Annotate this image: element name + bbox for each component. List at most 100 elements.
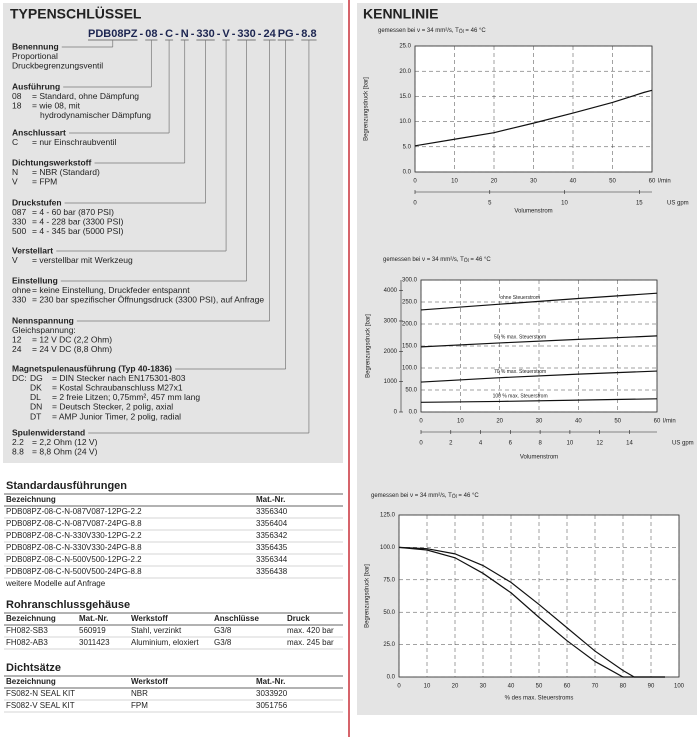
y-tick-label: 250.0: [402, 300, 418, 306]
series-label: 50 % max. Steuerstrom: [494, 334, 546, 340]
section-heading: Benennung: [12, 41, 59, 51]
section-row-text: 330: [12, 216, 26, 226]
section-row-text: = 12 V DC (2,2 Ohm): [32, 334, 112, 344]
table-cell: 560919: [79, 626, 106, 635]
y2-tick-label: 2000: [384, 349, 398, 355]
x-tick-label: 20: [496, 419, 503, 425]
section-heading: Anschlussart: [12, 127, 66, 137]
caption-part: = 46 °C: [457, 493, 480, 499]
chart-caption: gemessen bei ν = 34 mm²/s, TÖl = 46 °C: [378, 28, 486, 36]
x-tick-label: 30: [530, 179, 537, 185]
x-tick-label: 0: [397, 684, 401, 690]
y-tick-label: 20.0: [399, 69, 411, 75]
section-row-text: 18: [12, 100, 22, 110]
section-row-text: V: [12, 176, 18, 186]
section-heading: Dichtungswerkstoff: [12, 157, 92, 167]
y-tick-label: 100.0: [380, 545, 396, 551]
table-header: Bezeichnung: [6, 495, 56, 504]
table-header: Werkstoff: [131, 614, 168, 623]
x-tick-label: 10: [424, 684, 431, 690]
section-row-text: ohne: [12, 285, 31, 295]
section-row-text: = Kostal Schraubanschluss M27x1: [52, 382, 183, 392]
x-axis-label: Volumenstrom: [514, 209, 552, 215]
section-heading: Druckstufen: [12, 197, 62, 207]
table-cell: FPM: [131, 701, 148, 710]
curve: [420, 398, 658, 403]
y-tick-label: 25.0: [399, 44, 411, 50]
y-tick-label: 0.0: [409, 410, 418, 416]
x-tick-label: 40: [508, 684, 515, 690]
curve: [414, 89, 653, 147]
curve: [420, 335, 658, 348]
y-axis-label: Begrenzungsdruck [bar]: [366, 314, 372, 378]
x2-tick-label: 14: [626, 441, 633, 447]
x-unit: l/min: [663, 419, 676, 425]
type-code-part: -: [159, 28, 163, 40]
x-tick-label: 40: [570, 179, 577, 185]
y2-tick-label: 3000: [384, 319, 398, 325]
section-row-text: DK: [30, 382, 42, 392]
y2-tick-label: 1000: [384, 379, 398, 385]
y-tick-label: 0.0: [387, 675, 396, 681]
curve: [420, 292, 658, 311]
left-panel: [3, 3, 343, 463]
type-code-part: V: [222, 28, 230, 40]
type-code-part: 24: [263, 28, 276, 40]
table-cell: PDB08PZ-08-C-N-330V330-24PG-8.8: [6, 543, 142, 552]
x-tick-label: 70: [592, 684, 599, 690]
y-axis-label: Begrenzungsdruck [bar]: [365, 564, 371, 628]
section-row-text: Gleichspannung:: [12, 325, 76, 335]
table-cell: 3356340: [256, 507, 288, 516]
caption-part: Öl: [459, 28, 464, 35]
x2-tick-label: 5: [488, 201, 492, 207]
x-unit: l/min: [658, 179, 671, 185]
table-cell: 3356438: [256, 567, 288, 576]
table-header: Mat.-Nr.: [79, 614, 108, 623]
type-code-part: PDB08PZ: [88, 28, 138, 40]
table-header: Anschlüsse: [214, 614, 259, 623]
series-label: 100 % max. Steuerstrom: [493, 393, 548, 399]
table-title: Rohranschlussgehäuse: [6, 599, 130, 611]
section-heading: Spulenwiderstand: [12, 427, 85, 437]
series-label: 70 % max. Steuerstrom: [494, 369, 546, 375]
section-row-text: = 4 - 60 bar (870 PSI): [32, 207, 114, 217]
table-header: Bezeichnung: [6, 614, 56, 623]
table-cell: 3051756: [256, 701, 288, 710]
section-row-text: = 4 - 345 bar (5000 PSI): [32, 226, 124, 236]
caption-part: Öl: [464, 257, 469, 264]
x-tick-label: 100: [674, 684, 685, 690]
x-tick-label: 10: [451, 179, 458, 185]
table-note: weitere Modelle auf Anfrage: [5, 579, 106, 588]
type-code-part: -: [296, 28, 300, 40]
x-tick-label: 20: [452, 684, 459, 690]
section-row-text: 330: [12, 294, 26, 304]
table-cell: 3356404: [256, 519, 288, 528]
section-row-text: = 8,8 Ohm (24 V): [32, 446, 98, 456]
table-title: Standardausführungen: [6, 480, 127, 492]
table-cell: max. 245 bar: [287, 638, 334, 647]
type-code-part: -: [175, 28, 179, 40]
section-row-text: 8.8: [12, 446, 24, 456]
x-tick-label: 50: [609, 179, 616, 185]
caption-part: = 46 °C: [464, 28, 487, 34]
type-code-part: 330: [196, 28, 214, 40]
x-tick-label: 80: [620, 684, 627, 690]
x-tick-label: 90: [648, 684, 655, 690]
x-tick-label: 50: [536, 684, 543, 690]
y-tick-label: 300.0: [402, 278, 418, 284]
section-heading: Ausführung: [12, 81, 60, 91]
type-code-part: 08: [145, 28, 157, 40]
section-row-text: = wie 08, mit: [32, 100, 81, 110]
x2-tick-label: 12: [596, 441, 603, 447]
table-cell: 3356435: [256, 543, 288, 552]
section-row-text: = nur Einschraubventil: [32, 137, 116, 147]
type-key-title: TYPENSCHLÜSSEL: [10, 6, 142, 22]
x-tick-label: 60: [564, 684, 571, 690]
section-heading: Magnetspulenausführung (Typ 40-1836): [12, 363, 172, 373]
section-row-text: = 4 - 228 bar (3300 PSI): [32, 216, 124, 226]
section-row-text: = keine Einstellung, Druckfeder entspann…: [32, 285, 190, 295]
y-tick-label: 125.0: [380, 513, 396, 519]
section-row-text: DT: [30, 411, 41, 421]
section-row-text: = AMP Junior Timer, 2 polig, radial: [52, 411, 181, 421]
